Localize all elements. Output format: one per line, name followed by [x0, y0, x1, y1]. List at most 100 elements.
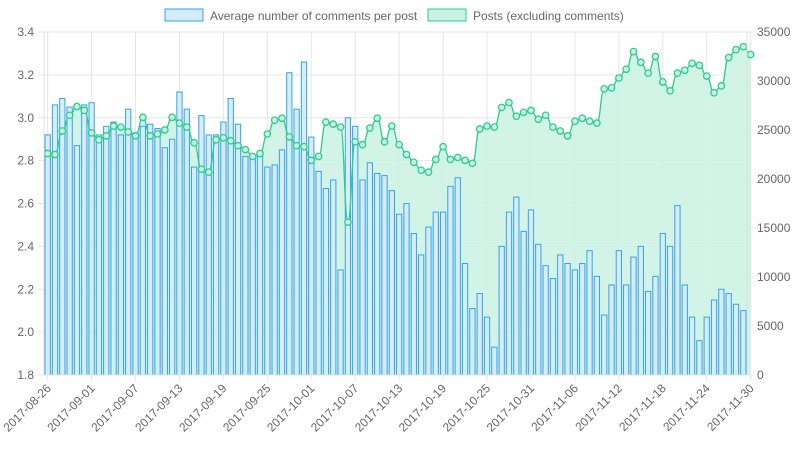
line-point — [431, 155, 440, 164]
y-left-tick-label: 2.4 — [17, 239, 34, 253]
line-point — [578, 114, 587, 123]
bar — [505, 211, 513, 376]
bar — [212, 134, 220, 376]
line-point — [571, 117, 579, 126]
line-point — [746, 50, 755, 59]
line-point — [336, 123, 345, 131]
bar — [520, 230, 527, 376]
line-point — [153, 130, 162, 138]
line-point — [80, 106, 89, 115]
legend-swatch — [164, 8, 204, 22]
line-point — [658, 78, 667, 86]
bar — [132, 132, 139, 376]
line-point — [702, 72, 711, 80]
bar — [374, 172, 381, 376]
bar — [425, 226, 432, 376]
line-point — [109, 122, 118, 130]
y-left-tick-label: 3.0 — [17, 111, 34, 125]
line-point — [117, 123, 125, 131]
line-point — [182, 123, 191, 131]
line-point — [146, 132, 155, 140]
line-point — [51, 150, 59, 159]
y-left-tick-label: 1.8 — [17, 368, 34, 382]
legend-swatch — [427, 8, 467, 22]
bar — [498, 245, 505, 376]
legend[interactable]: Average number of comments per post Posts… — [164, 8, 624, 23]
line-point — [636, 58, 645, 67]
bar — [139, 125, 146, 376]
line-point — [366, 124, 374, 132]
line-point — [314, 152, 323, 161]
y-right-tick-label: 35000 — [757, 25, 791, 39]
line-point — [285, 133, 294, 141]
y-right-tick-label: 15000 — [757, 221, 791, 235]
line-point — [241, 145, 250, 154]
line-point — [483, 122, 491, 130]
y-right-tick-label: 0 — [757, 368, 764, 382]
line-point — [468, 159, 477, 168]
bar — [125, 108, 132, 376]
line-point — [256, 149, 264, 158]
line-point — [190, 138, 198, 147]
line-point — [95, 135, 103, 144]
line-point — [226, 136, 235, 145]
bar — [308, 136, 315, 376]
bar — [110, 121, 117, 376]
line-point — [695, 61, 704, 70]
bar — [198, 115, 205, 376]
bar — [242, 155, 249, 376]
bar — [571, 269, 579, 376]
line-point — [373, 114, 382, 123]
bar — [315, 170, 322, 376]
line-point — [175, 119, 184, 127]
line-point — [139, 113, 147, 122]
bar — [549, 278, 557, 376]
line-point — [43, 149, 52, 158]
bar — [483, 316, 491, 376]
line-point — [73, 102, 81, 111]
line-point — [688, 59, 696, 68]
bar — [278, 149, 286, 376]
bar — [703, 316, 710, 376]
line-point — [234, 141, 242, 150]
bar — [564, 263, 571, 376]
line-points — [43, 42, 755, 226]
x-tick-label: 2017-11-30 — [704, 381, 757, 434]
legend-label: Average number of comments per post — [210, 9, 418, 23]
line-point — [680, 66, 689, 75]
y-left-tick-label: 2.2 — [17, 282, 34, 296]
y-right-tick-label: 20000 — [757, 172, 791, 186]
bar — [88, 102, 95, 376]
bar — [161, 147, 168, 376]
line-point — [124, 128, 133, 136]
line-point — [307, 156, 316, 165]
bar — [44, 134, 51, 376]
line-point — [593, 119, 601, 127]
bar — [586, 250, 593, 376]
line-point — [600, 84, 609, 93]
line-point — [160, 126, 169, 134]
bar — [623, 284, 630, 376]
line-point — [461, 156, 469, 165]
line-point — [549, 123, 557, 131]
bar — [147, 123, 154, 376]
line-point — [541, 111, 550, 120]
bar — [190, 166, 198, 376]
bar — [688, 316, 696, 376]
bar — [73, 145, 81, 376]
y-left-tick-label: 3.2 — [17, 68, 34, 82]
bar — [403, 203, 410, 376]
bar — [535, 243, 542, 376]
line-point — [673, 69, 682, 78]
line-point — [519, 108, 528, 117]
legend-item[interactable]: Posts (excluding comments) — [427, 8, 624, 23]
bar — [608, 284, 615, 376]
bar — [337, 269, 344, 376]
bar — [476, 293, 483, 376]
bar — [740, 310, 747, 376]
line-point — [732, 45, 740, 54]
legend-item[interactable]: Average number of comments per post — [164, 8, 418, 23]
bar — [601, 314, 608, 376]
bar — [417, 254, 425, 376]
bar — [527, 209, 535, 376]
